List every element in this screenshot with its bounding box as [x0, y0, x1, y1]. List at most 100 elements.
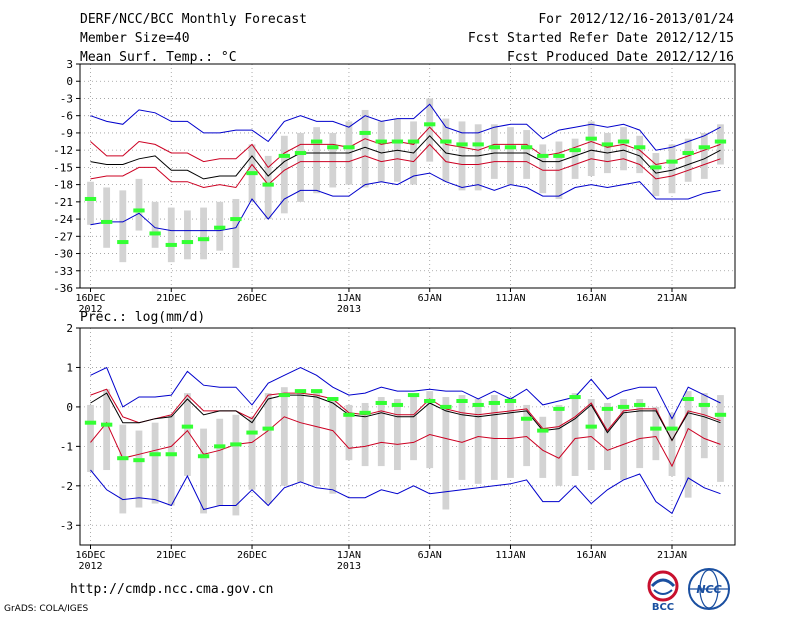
median-marker [424, 122, 436, 127]
range-box [636, 135, 644, 174]
y-tick-label: 0 [66, 75, 73, 88]
range-box [539, 416, 547, 478]
median-marker [181, 240, 194, 245]
median-marker [230, 442, 242, 447]
median-marker [682, 151, 694, 156]
range-box [555, 404, 563, 486]
y-tick-label: -12 [53, 144, 73, 157]
y-tick-label: -9 [60, 127, 73, 140]
member-size-label: Member Size=40 [80, 31, 190, 46]
series-line-outer-lower [90, 172, 721, 232]
range-box [700, 132, 708, 179]
range-box [684, 138, 692, 182]
median-marker [424, 398, 436, 403]
median-marker [310, 389, 323, 394]
range-box [280, 387, 288, 486]
x-tick-sublabel: 2013 [337, 304, 361, 315]
median-marker [520, 416, 533, 421]
range-box [264, 393, 272, 504]
range-box [119, 190, 127, 263]
grads-credit: GrADS: COLA/IGES [4, 604, 89, 614]
x-tick-label: 16JAN [576, 293, 606, 304]
range-box [377, 397, 385, 467]
range-box [297, 391, 304, 482]
median-marker [294, 151, 307, 156]
range-box [313, 391, 321, 486]
range-box [442, 118, 450, 182]
x-tick-label: 1JAN [337, 293, 361, 304]
median-marker [407, 139, 420, 144]
median-marker [682, 397, 694, 402]
range-box [490, 395, 498, 480]
median-marker [214, 225, 226, 230]
range-box [361, 402, 369, 467]
fcst-started-date: Fcst Started Refer Date 2012/12/15 [467, 31, 734, 46]
median-marker [440, 404, 452, 409]
median-marker [585, 424, 597, 429]
median-marker [714, 412, 727, 417]
series-line-inner-lower [90, 143, 721, 189]
range-box [684, 391, 692, 498]
y-tick-label: -3 [60, 92, 73, 105]
median-marker [327, 145, 339, 150]
y-tick-label: -27 [53, 230, 73, 243]
range-box [264, 155, 272, 220]
median-marker [278, 393, 290, 398]
median-marker [407, 393, 420, 398]
median-marker [359, 410, 371, 415]
range-box [458, 395, 466, 480]
x-tick-label: 16JAN [576, 550, 606, 561]
median-marker [343, 412, 355, 417]
x-tick-label: 26DEC [237, 293, 267, 304]
y-tick-label: -1 [60, 440, 73, 453]
y-tick-label: 3 [66, 58, 73, 71]
range-box [232, 414, 240, 516]
x-tick-label: 6JAN [418, 293, 442, 304]
range-box [151, 422, 159, 504]
plot-frame [79, 327, 736, 546]
range-box [490, 124, 498, 179]
median-marker [165, 242, 177, 247]
median-marker [262, 426, 274, 431]
range-box [280, 135, 288, 214]
y-tick-label: -21 [53, 196, 73, 209]
range-box [571, 138, 579, 179]
variable-label: Mean Surf. Temp.: °C [80, 50, 237, 65]
range-box [200, 207, 207, 260]
range-box [297, 132, 304, 202]
series-line-outer-upper [90, 103, 721, 151]
series-line-outer-upper [90, 366, 721, 420]
median-marker [634, 145, 646, 150]
median-marker [327, 397, 339, 402]
median-marker [553, 406, 565, 411]
range-box [119, 424, 127, 514]
range-box [523, 130, 531, 179]
x-tick-label: 16DEC [75, 293, 105, 304]
median-marker [133, 208, 145, 213]
median-marker [472, 402, 484, 407]
median-marker [504, 145, 517, 150]
chart-panel-1: 3 0 -3 -6 -9 -12 -15 -18 -21 -24 -27 -30 -33 -3616DEC… [53, 58, 736, 315]
median-marker [472, 142, 484, 147]
median-marker [456, 142, 468, 147]
range-box [474, 399, 482, 484]
median-marker [359, 130, 371, 135]
y-tick-label: -3 [60, 519, 73, 532]
range-box [151, 201, 159, 248]
y-tick-label: -30 [53, 248, 73, 261]
y-tick-label: 1 [66, 361, 73, 374]
median-marker [343, 145, 355, 150]
range-box [668, 412, 676, 476]
median-marker [84, 420, 97, 425]
median-marker [391, 402, 404, 407]
median-marker [456, 398, 468, 403]
footer-url[interactable]: http://cmdp.ncc.cma.gov.cn [70, 582, 274, 597]
range-box [135, 178, 143, 231]
median-marker [375, 400, 387, 405]
precip-panel-title: Prec.: log(mm/d) [80, 310, 206, 325]
median-marker [650, 165, 662, 170]
range-box [167, 414, 175, 506]
median-marker [246, 430, 258, 435]
range-box [216, 418, 224, 506]
